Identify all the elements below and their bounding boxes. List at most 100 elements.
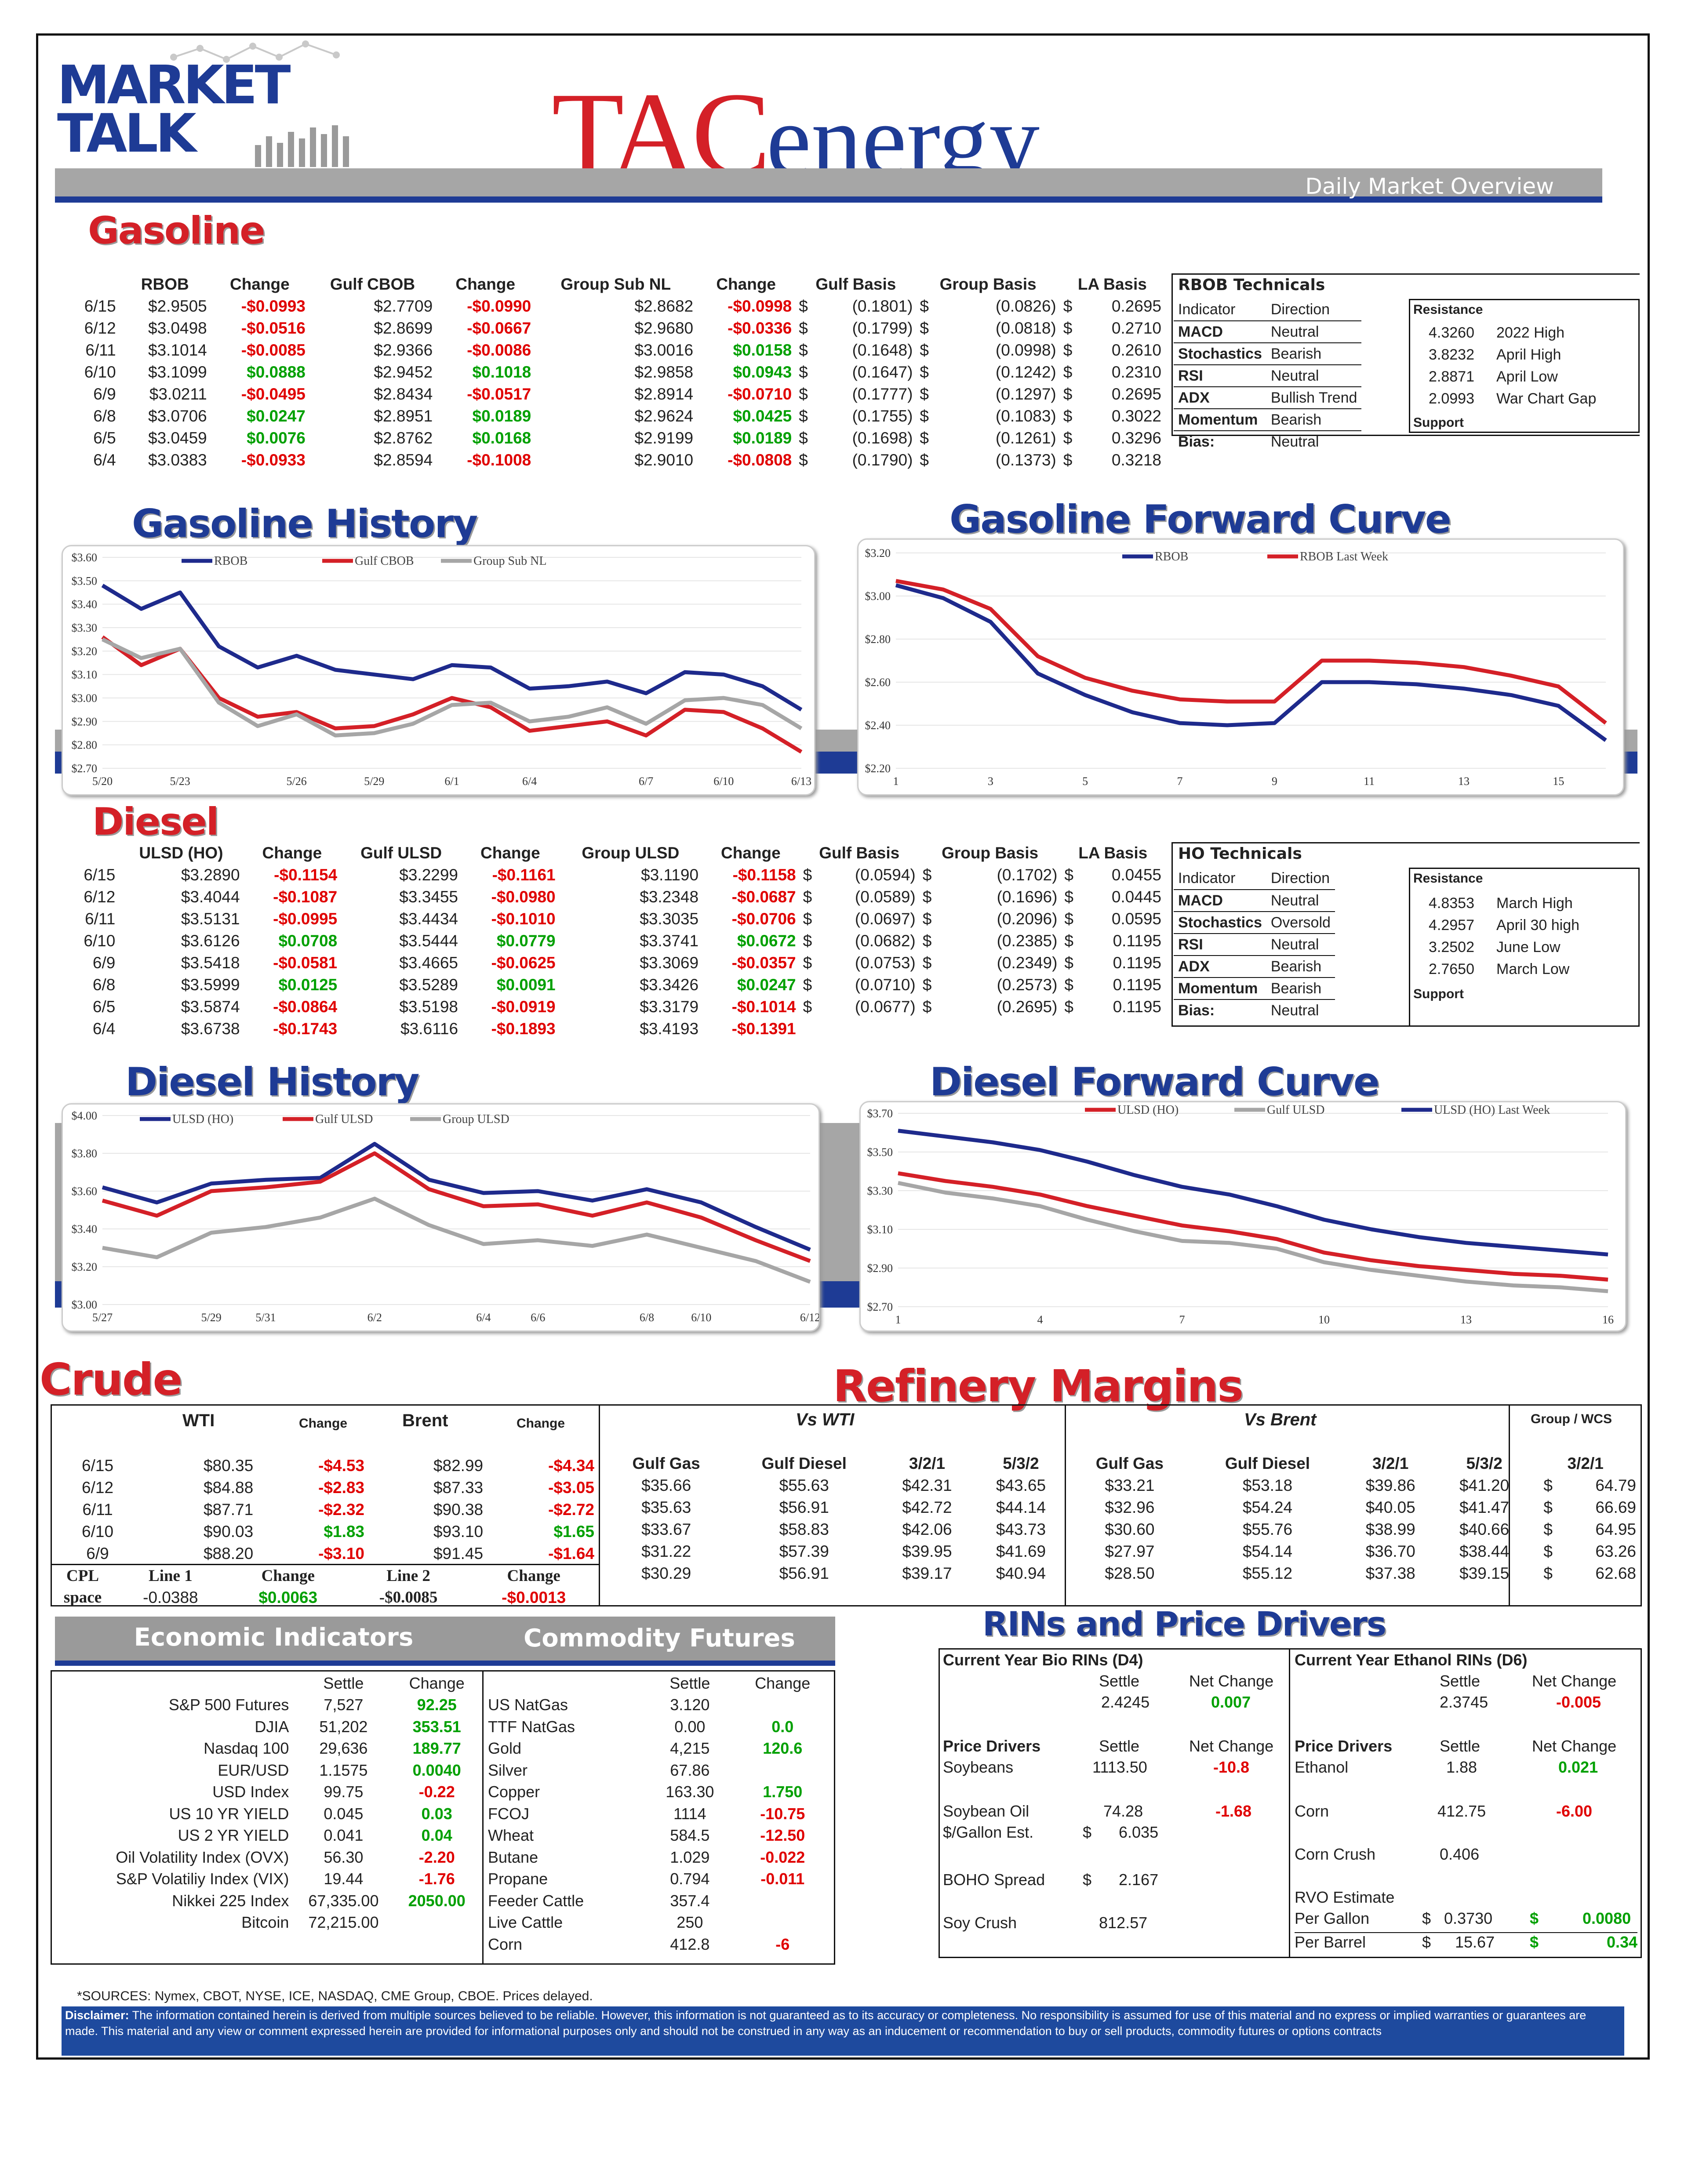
basis-cell: $0.0445 — [1061, 886, 1165, 908]
tech-row: Momentum Bearish — [1174, 409, 1362, 431]
series-line — [102, 1196, 811, 1284]
price-cell: $3.0706 — [148, 407, 207, 425]
basis-value: 0.2710 — [1111, 319, 1161, 337]
margin-value: $54.14 — [1242, 1542, 1293, 1560]
change-cell: -$0.0993 — [241, 297, 306, 315]
level-value: 3.8232 — [1429, 346, 1474, 363]
change-cell: $0.0189 — [733, 429, 792, 447]
header-subtitle: Daily Market Overview — [1305, 174, 1554, 199]
currency-symbol: $ — [920, 407, 929, 425]
currency-symbol: $ — [920, 451, 929, 469]
settle-header: Settle — [1099, 1672, 1140, 1690]
price-cell: $3.5444 — [399, 932, 458, 950]
basis-value: (0.2385) — [997, 932, 1058, 950]
crude-wti-header: WTI — [182, 1411, 215, 1430]
margin-column-header: 5/3/2 — [1003, 1454, 1039, 1472]
level-label: March Low — [1496, 960, 1570, 978]
d4-settle: 2.4245 — [1101, 1693, 1150, 1711]
basis-cell: $ (0.0697) — [800, 908, 919, 930]
x-tick-label: 7 — [1177, 775, 1183, 788]
date-cell: 6/12 — [84, 888, 116, 906]
indicator-row: Nasdaq 100 29,636 189.77 — [55, 1738, 479, 1760]
table-row: 6/10 $3.1099 $0.0888 $2.9452 $0.1018 $2.9858 $… — [66, 361, 1165, 383]
currency-symbol: $ — [1064, 954, 1073, 972]
change-cell: $0.0189 — [472, 407, 531, 425]
currency-symbol: $ — [920, 385, 929, 403]
drivers-header-row: Price Drivers Settle Net Change — [943, 1737, 1286, 1758]
series-line — [898, 1171, 1608, 1282]
currency-symbol: $ — [1063, 429, 1073, 447]
indicator-direction: Neutral — [1270, 323, 1319, 340]
price-drivers-label: Price Drivers — [943, 1737, 1041, 1755]
x-tick-label: 5/20 — [92, 775, 113, 788]
corncrush-label: Corn Crush — [1295, 1845, 1376, 1863]
wcs-value: 64.95 — [1595, 1520, 1636, 1538]
diesel-history-chart: $3.00 $3.20 $3.40 $3.60 $3.80 $4.00 5/27 5/29 5/… — [62, 1103, 820, 1332]
basis-cell: $ (0.1083) — [916, 405, 1059, 427]
level-value: 2.0993 — [1429, 390, 1474, 407]
currency-symbol: $ — [799, 451, 808, 469]
settle-value: 584.5 — [670, 1826, 710, 1845]
rbob-technicals-box — [1171, 273, 1640, 436]
dollar-sign: $ — [1083, 1871, 1092, 1889]
boho-value: 2.167 — [1119, 1871, 1159, 1889]
crude-box — [51, 1404, 600, 1606]
ho-tech-title: HO Technicals — [1178, 845, 1302, 863]
wti-price: $90.03 — [203, 1523, 254, 1541]
y-tick-label: $3.30 — [867, 1185, 893, 1197]
x-tick-label: 4 — [1037, 1313, 1043, 1326]
date-cell: 6/5 — [93, 429, 116, 447]
price-cell: $3.3035 — [640, 910, 699, 928]
settle-value: 67,335.00 — [308, 1891, 379, 1910]
per-gallon-row: Per Gallon $0.3730 $0.0080 — [1295, 1909, 1637, 1930]
level-label: War Chart Gap — [1496, 390, 1597, 407]
basis-value: (0.0818) — [995, 319, 1056, 337]
currency-symbol: $ — [803, 976, 812, 994]
basis-cell: $ (0.0682) — [800, 930, 919, 952]
price-cell: $3.3426 — [640, 976, 699, 994]
indicator-name: Live Cattle — [488, 1913, 563, 1932]
level-row: 4.3260 2022 High — [1424, 322, 1601, 344]
basis-value: (0.0697) — [855, 910, 916, 928]
crude-table: 6/15 $80.35 -$4.53 $82.99 -$4.34 6/12 $84.88 -$… — [57, 1455, 598, 1565]
level-label: April 30 high — [1496, 916, 1580, 934]
y-tick-label: $3.20 — [72, 645, 98, 658]
currency-symbol: $ — [920, 297, 929, 315]
corn-settle: 412.75 — [1437, 1802, 1486, 1820]
price-cell: $3.1190 — [641, 866, 699, 884]
column-header: LA Basis — [1077, 275, 1147, 293]
wcs-cell: $62.68 — [1531, 1563, 1640, 1584]
basis-cell: $ (0.1755) — [795, 405, 916, 427]
currency-symbol: $ — [1064, 910, 1073, 928]
indicator-name: FCOJ — [488, 1804, 529, 1823]
date-cell: 6/15 — [82, 1457, 114, 1475]
basis-value: (0.0589) — [855, 888, 916, 906]
per-barrel-value: 15.67 — [1455, 1933, 1495, 1951]
indicator-name: US 10 YR YIELD — [169, 1804, 289, 1823]
price-cell: $3.1099 — [148, 363, 207, 381]
basis-cell: $ (0.2349) — [919, 952, 1061, 974]
change-value: -0.011 — [760, 1870, 805, 1888]
indicator-row: S&P Volatiliy Index (VIX) 19.44 -1.76 — [55, 1868, 479, 1890]
change-cell: -$0.0864 — [273, 998, 338, 1016]
space-label: space — [63, 1588, 102, 1606]
margin-value: $38.99 — [1365, 1520, 1415, 1538]
change-cell: -$0.1087 — [273, 888, 338, 906]
basis-cell: $0.1195 — [1061, 952, 1165, 974]
currency-symbol: $ — [922, 998, 932, 1016]
tech-row: Bias: Neutral — [1174, 431, 1362, 453]
wcs-value: 63.26 — [1595, 1542, 1636, 1560]
indicator-name: RSI — [1178, 367, 1203, 384]
margins-row: $33.67 $58.83 $42.06 $43.73 $30.60 $55.76 $38.… — [604, 1519, 1640, 1541]
basis-cell — [800, 1018, 919, 1040]
disclaimer-label: Disclaimer: — [65, 2009, 129, 2022]
direction-header: Direction — [1270, 301, 1330, 318]
price-cell: $2.9366 — [374, 341, 433, 359]
column-header: Change — [716, 275, 776, 293]
indicator-row: Bitcoin 72,215.00 — [55, 1912, 479, 1934]
change-value: -10.75 — [760, 1804, 805, 1823]
date-cell: 6/10 — [82, 1523, 114, 1541]
price-cell: $2.9452 — [374, 363, 433, 381]
x-tick-label: 1 — [893, 775, 899, 788]
y-tick-label: $3.50 — [72, 574, 98, 587]
